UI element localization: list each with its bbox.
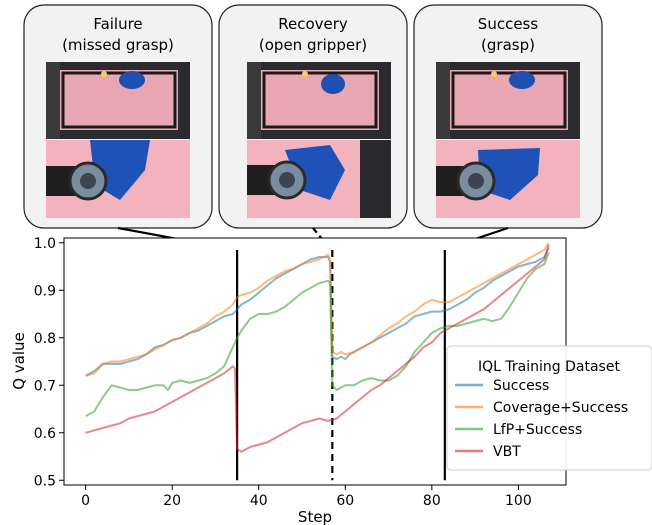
x-tick-label-1: 20: [163, 493, 181, 509]
panel-recovery-wrist-photo: [247, 140, 391, 218]
panel-failure-title: Failure: [93, 15, 142, 33]
panel-recovery: Recovery (open gripper): [218, 4, 408, 229]
panel-success-subtitle: (grasp): [481, 36, 535, 54]
x-tick-label-4: 80: [423, 493, 441, 509]
x-tick-label-3: 60: [336, 493, 354, 509]
legend: IQL Training Dataset Success Coverage+Suc…: [446, 345, 652, 471]
legend-label-1: Coverage+Success: [493, 400, 628, 416]
panel-failure-wrist-photo: [46, 140, 190, 218]
panel-success-overhead-photo: [436, 62, 580, 139]
legend-title: IQL Training Dataset: [478, 359, 620, 375]
panel-success-wrist-photo: [436, 140, 580, 218]
series-lines: [85, 242, 550, 453]
legend-label-2: LfP+Success: [493, 422, 582, 438]
y-tick-label-3: 0.8: [34, 331, 56, 347]
y-tick-label-0: 0.5: [34, 473, 56, 489]
y-tick-label-2: 0.7: [34, 378, 56, 394]
series-line-lfp-success: [85, 251, 550, 417]
series-line-coverage-success: [85, 242, 550, 377]
y-tick-label-4: 0.9: [34, 283, 56, 299]
legend-label-3: VBT: [493, 444, 521, 460]
x-tick-label-5: 100: [505, 493, 532, 509]
panel-failure-subtitle: (missed grasp): [62, 36, 174, 54]
panel-success: Success (grasp): [413, 4, 603, 229]
panel-recovery-subtitle: (open gripper): [259, 36, 367, 54]
panel-failure: Failure (missed grasp): [23, 4, 213, 229]
legend-box: [446, 345, 652, 471]
x-axis-label: Step: [298, 508, 332, 525]
series-line-vbt: [85, 244, 550, 453]
panel-failure-overhead-photo: [46, 62, 190, 139]
legend-items: Success Coverage+Success LfP+Success VBT: [455, 378, 628, 460]
y-tick-label-1: 0.6: [34, 426, 56, 442]
legend-label-0: Success: [493, 378, 549, 394]
x-tick-label-2: 40: [250, 493, 268, 509]
y-axis-ticks: 0.5 0.6 0.7 0.8 0.9 1.0: [34, 236, 64, 489]
panel-recovery-overhead-photo: [247, 62, 391, 139]
panel-recovery-title: Recovery: [278, 15, 348, 33]
y-axis-label: Q value: [10, 332, 28, 390]
y-tick-label-5: 1.0: [34, 236, 56, 252]
x-axis-ticks: 0 20 40 60 80 100: [81, 485, 532, 509]
x-tick-label-0: 0: [81, 493, 90, 509]
panel-success-title: Success: [478, 15, 539, 33]
